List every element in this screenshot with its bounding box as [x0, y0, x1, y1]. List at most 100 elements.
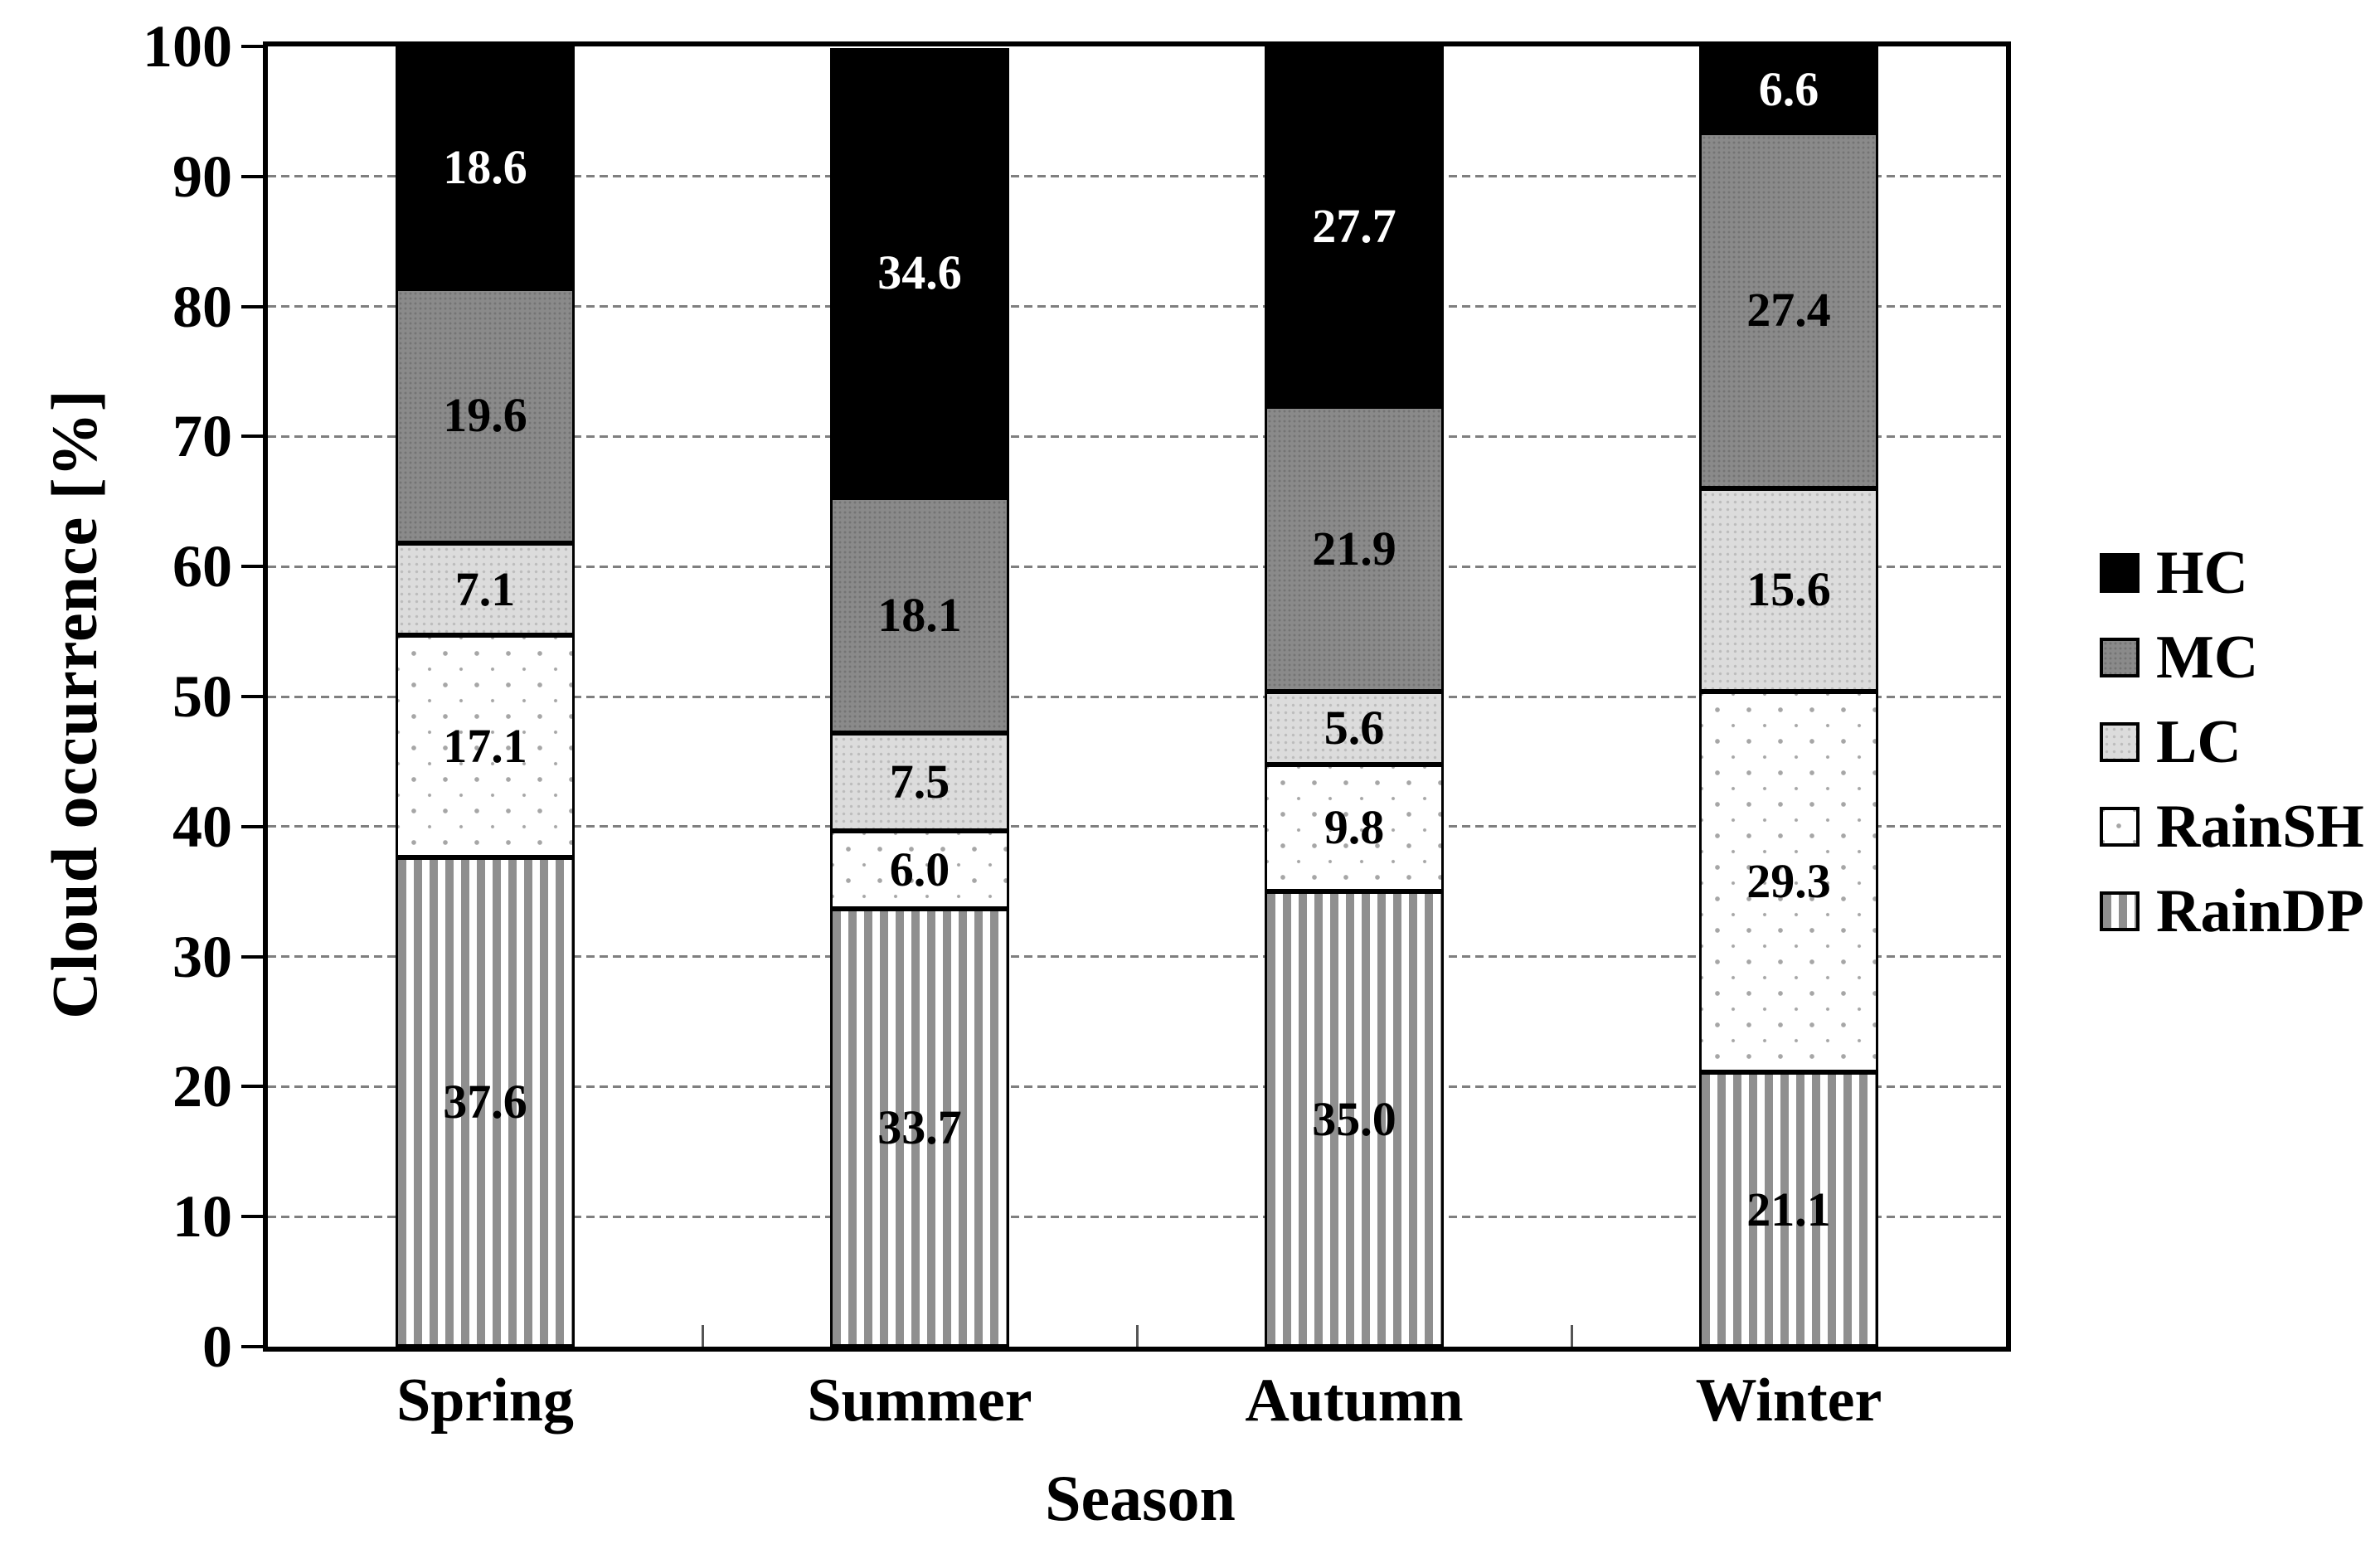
y-tick-mark-100 — [241, 45, 263, 48]
segment-rainsh-autumn: 9.8 — [1265, 764, 1444, 892]
gridline-50 — [268, 695, 2006, 698]
legend-item-rainsh: RainSH — [2100, 784, 2364, 869]
gridline-80 — [268, 305, 2006, 308]
y-tick-mark-70 — [241, 435, 263, 439]
y-tick-label-80: 80 — [172, 273, 232, 340]
x-tick-label-winter: Winter — [1695, 1367, 1882, 1435]
y-tick-label-10: 10 — [172, 1183, 232, 1250]
segment-mc-winter: 27.4 — [1699, 132, 1878, 489]
lc-swatch-icon — [2100, 722, 2140, 762]
legend: HC MC LC RainSH RainDP — [2100, 531, 2364, 954]
gridline-30 — [268, 955, 2006, 959]
legend-item-raindp: RainDP — [2100, 869, 2364, 954]
segment-hc-winter: 6.6 — [1699, 46, 1878, 133]
bar-winter: 21.1 29.3 15.6 27.4 6.6 — [1699, 46, 1878, 1347]
segment-value-label: 27.7 — [1312, 199, 1396, 254]
y-tick-label-40: 40 — [172, 793, 232, 860]
y-tick-mark-40 — [241, 824, 263, 828]
segment-value-label: 7.1 — [454, 561, 516, 616]
y-tick-label-0: 0 — [202, 1313, 232, 1380]
bar-summer: 33.7 6.0 7.5 18.1 34.6 — [830, 46, 1009, 1347]
segment-raindp-spring: 37.6 — [396, 857, 575, 1347]
y-tick-mark-20 — [241, 1085, 263, 1089]
segment-hc-summer: 34.6 — [830, 47, 1009, 498]
segment-lc-winter: 15.6 — [1699, 488, 1878, 692]
segment-mc-spring: 19.6 — [396, 288, 575, 543]
segment-value-label: 35.0 — [1312, 1091, 1396, 1146]
segment-value-label: 6.0 — [889, 842, 950, 896]
plot-inner: 37.6 17.1 7.1 19.6 18.6 33.7 6.0 7.5 18.1 34.6 35.… — [268, 46, 2006, 1347]
gridline-90 — [268, 175, 2006, 178]
segment-raindp-autumn: 35.0 — [1265, 891, 1444, 1347]
y-tick-label-90: 90 — [172, 143, 232, 210]
legend-item-lc: LC — [2100, 700, 2364, 784]
segment-raindp-summer: 33.7 — [830, 908, 1009, 1347]
segment-value-label: 9.8 — [1324, 800, 1385, 855]
segment-value-label: 21.1 — [1746, 1182, 1831, 1236]
y-tick-mark-10 — [241, 1215, 263, 1219]
segment-value-label: 27.4 — [1746, 283, 1831, 337]
rainsh-swatch-icon — [2100, 807, 2140, 847]
legend-item-hc: HC — [2100, 531, 2364, 615]
segment-rainsh-spring: 17.1 — [396, 635, 575, 858]
segment-hc-autumn: 27.7 — [1265, 46, 1444, 407]
x-tick-label-spring: Spring — [396, 1367, 574, 1435]
segment-lc-summer: 7.5 — [830, 732, 1009, 831]
gridline-70 — [268, 435, 2006, 438]
bar-spring: 37.6 17.1 7.1 19.6 18.6 — [396, 46, 575, 1347]
segment-value-label: 18.1 — [877, 588, 962, 642]
gridline-60 — [268, 565, 2006, 568]
segment-mc-autumn: 21.9 — [1265, 406, 1444, 692]
segment-value-label: 7.5 — [889, 754, 950, 808]
segment-value-label: 15.6 — [1746, 562, 1831, 617]
y-tick-label-60: 60 — [172, 533, 232, 600]
mc-swatch-icon — [2100, 638, 2140, 677]
gridline-40 — [268, 825, 2006, 828]
segment-lc-autumn: 5.6 — [1265, 691, 1444, 765]
bar-autumn: 35.0 9.8 5.6 21.9 27.7 — [1265, 46, 1444, 1347]
y-tick-mark-80 — [241, 304, 263, 308]
x-axis-title: Season — [1045, 1462, 1236, 1534]
segment-value-label: 17.1 — [443, 719, 527, 774]
y-tick-mark-60 — [241, 565, 263, 569]
legend-label-rainsh: RainSH — [2156, 793, 2364, 861]
x-axis-boundary-tick-1 — [701, 1325, 704, 1347]
y-tick-label-50: 50 — [172, 663, 232, 730]
legend-label-hc: HC — [2156, 539, 2248, 607]
x-tick-label-summer: Summer — [807, 1367, 1032, 1435]
legend-label-raindp: RainDP — [2156, 877, 2364, 945]
gridline-10 — [268, 1215, 2006, 1218]
y-tick-mark-50 — [241, 695, 263, 698]
segment-rainsh-winter: 29.3 — [1699, 691, 1878, 1073]
segment-rainsh-summer: 6.0 — [830, 830, 1009, 909]
y-tick-mark-30 — [241, 954, 263, 959]
hc-swatch-icon — [2100, 553, 2140, 593]
x-axis-boundary-tick-3 — [1570, 1325, 1573, 1347]
y-tick-label-100: 100 — [143, 13, 232, 80]
segment-value-label: 29.3 — [1746, 854, 1831, 909]
raindp-swatch-icon — [2100, 891, 2140, 931]
legend-label-lc: LC — [2156, 708, 2242, 776]
y-tick-label-30: 30 — [172, 923, 232, 990]
y-tick-label-20: 20 — [172, 1053, 232, 1120]
segment-value-label: 18.6 — [443, 139, 527, 194]
y-tick-label-70: 70 — [172, 403, 232, 470]
segment-raindp-winter: 21.1 — [1699, 1072, 1878, 1347]
x-axis-boundary-tick-2 — [1135, 1325, 1139, 1347]
plot-area: 37.6 17.1 7.1 19.6 18.6 33.7 6.0 7.5 18.1 34.6 35.… — [263, 41, 2011, 1352]
segment-mc-summer: 18.1 — [830, 498, 1009, 733]
segment-value-label: 21.9 — [1312, 522, 1396, 576]
segment-value-label: 37.6 — [443, 1075, 527, 1129]
segment-value-label: 6.6 — [1758, 61, 1819, 116]
x-tick-label-autumn: Autumn — [1245, 1367, 1464, 1435]
legend-label-mc: MC — [2156, 624, 2259, 692]
gridline-20 — [268, 1085, 2006, 1088]
segment-value-label: 33.7 — [877, 1100, 962, 1154]
segment-value-label: 34.6 — [877, 245, 962, 299]
y-tick-mark-0 — [241, 1345, 263, 1348]
legend-item-mc: MC — [2100, 615, 2364, 700]
segment-value-label: 5.6 — [1324, 700, 1385, 755]
segment-value-label: 19.6 — [443, 388, 527, 443]
segment-hc-spring: 18.6 — [396, 46, 575, 289]
